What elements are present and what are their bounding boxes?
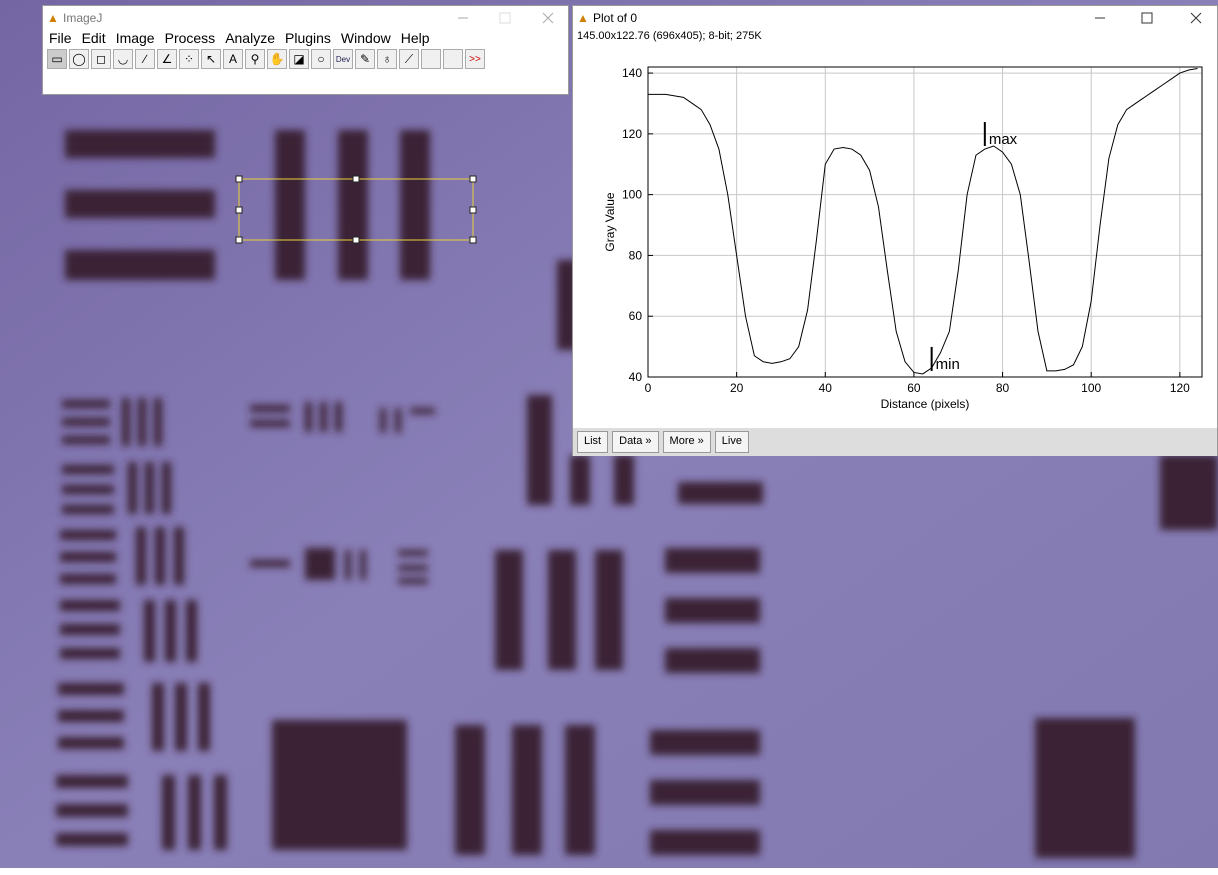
window-controls[interactable] (448, 8, 568, 28)
window-title: Plot of 0 (593, 11, 638, 25)
y-tick-label: 60 (629, 309, 643, 323)
x-axis-label: Distance (pixels) (881, 397, 970, 411)
menu-item[interactable]: Image (115, 30, 155, 46)
profile-line (648, 68, 1198, 375)
app-icon: ▲ (577, 11, 589, 25)
tool-empty[interactable] (421, 49, 441, 69)
tool-more[interactable]: >> (465, 49, 485, 69)
menu-item[interactable]: File (49, 30, 72, 46)
plot-button[interactable]: More » (662, 431, 711, 453)
target-bars (56, 130, 1218, 858)
y-tick-label: 80 (629, 248, 643, 262)
x-tick-label: 120 (1170, 381, 1190, 395)
tool-text[interactable]: A (223, 49, 243, 69)
menu-item[interactable]: Plugins (285, 30, 331, 46)
tool-oval[interactable]: ◯ (69, 49, 89, 69)
title-bar: ▲ ImageJ (43, 6, 568, 30)
tool-point[interactable]: ⁘ (179, 49, 199, 69)
x-tick-label: 40 (819, 381, 833, 395)
profile-plot: 0 20 40 60 80 100 120 40 60 80 100 120 140 Distance (… (603, 66, 1203, 411)
tool-hand[interactable]: ✋ (267, 49, 287, 69)
menu-bar: File Edit Image Process Analyze Plugins Window… (43, 30, 568, 46)
x-tick-label: 80 (996, 381, 1010, 395)
menu-item[interactable]: Edit (81, 30, 106, 46)
tool-color[interactable]: ◪ (289, 49, 309, 69)
plot-button[interactable]: List (577, 431, 609, 453)
window-controls[interactable] (1087, 8, 1217, 28)
y-tick-label: 120 (622, 127, 642, 141)
tool-dev[interactable]: Dev (333, 49, 353, 69)
y-tick-label: 140 (622, 66, 642, 80)
tool-brush[interactable]: ✎ (355, 49, 375, 69)
imagej-window: ▲ ImageJ File Edit Image Process Analyze Plug… (42, 5, 569, 95)
tool-freehand[interactable]: ◡ (113, 49, 133, 69)
y-tick-label: 100 (622, 188, 642, 202)
tool-polygon[interactable]: ◻ (91, 49, 111, 69)
x-tick-label: 60 (907, 381, 921, 395)
app-icon: ▲ (47, 11, 59, 25)
title-bar: ▲ Plot of 0 (573, 6, 1217, 30)
plot-frame (648, 67, 1202, 377)
tool-flood[interactable]: ♁ (377, 49, 397, 69)
plot-button[interactable]: Live (714, 431, 749, 453)
y-axis-label: Gray Value (603, 192, 617, 251)
toolbar: ▭ ◯ ◻ ◡ ∕ ∠ ⁘ ↖ A ⚲ ✋ ◪ ○ Dev ✎ ♁ ⟋ >> (43, 46, 568, 72)
tool-wand[interactable]: ↖ (201, 49, 221, 69)
tool-angle[interactable]: ∠ (157, 49, 177, 69)
annotation: min (936, 356, 960, 373)
tool-zoom-lens[interactable]: ⚲ (245, 49, 265, 69)
x-tick-label: 100 (1081, 381, 1101, 395)
roi-selection[interactable] (235, 175, 477, 244)
window-title: ImageJ (63, 11, 103, 25)
y-tick-label: 40 (629, 370, 643, 384)
image-info: 145.00x122.76 (696x405); 8-bit; 275K (577, 30, 762, 42)
tool-magnifier[interactable]: ○ (311, 49, 331, 69)
tool-picker[interactable]: ⟋ (399, 49, 419, 69)
plot-border (647, 66, 1203, 378)
plot-window: ▲ Plot of 0 145.00x122.76 (696x405); 8-b… (572, 5, 1218, 456)
menu-item[interactable]: Window (340, 30, 391, 46)
menu-item[interactable]: Help (400, 30, 430, 46)
button-bar: List Data » More » Live (573, 428, 1217, 456)
menu-item[interactable]: Analyze (225, 30, 275, 46)
tool-line[interactable]: ∕ (135, 49, 155, 69)
annotation: max (989, 131, 1018, 148)
x-tick-label: 20 (730, 381, 744, 395)
tool-rect[interactable]: ▭ (47, 49, 67, 69)
x-tick-label: 0 (645, 381, 652, 395)
plot-button[interactable]: Data » (612, 431, 659, 453)
menu-item[interactable]: Process (164, 30, 216, 46)
tool-empty[interactable] (443, 49, 463, 69)
